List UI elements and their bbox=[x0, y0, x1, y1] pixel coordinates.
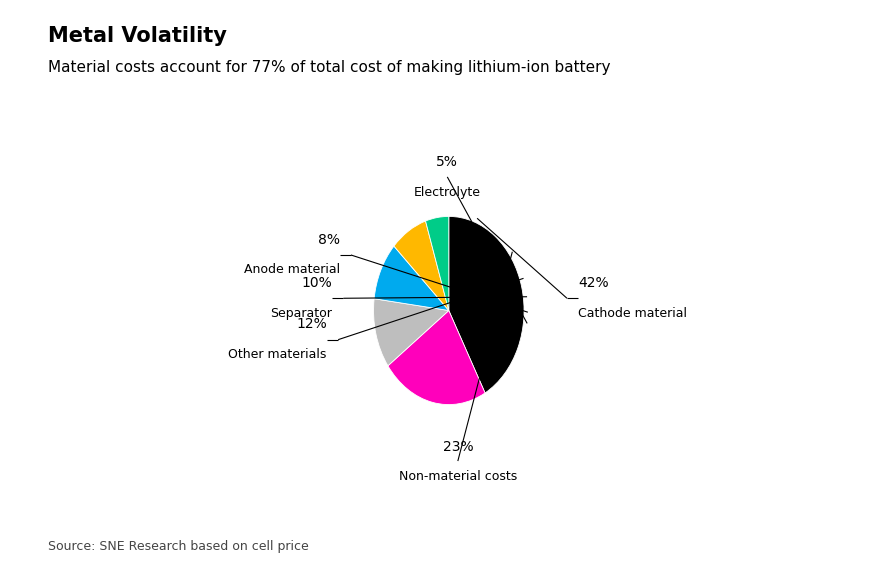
Text: Metal Volatility: Metal Volatility bbox=[48, 26, 227, 46]
Text: 42%: 42% bbox=[578, 276, 609, 290]
Wedge shape bbox=[449, 216, 524, 393]
Text: Cathode material: Cathode material bbox=[578, 306, 687, 320]
Text: 10%: 10% bbox=[301, 276, 332, 290]
Wedge shape bbox=[394, 221, 449, 310]
Wedge shape bbox=[373, 298, 449, 366]
Text: 12%: 12% bbox=[296, 317, 326, 331]
Text: Material costs account for 77% of total cost of making lithium-ion battery: Material costs account for 77% of total … bbox=[48, 60, 611, 75]
Wedge shape bbox=[426, 216, 449, 310]
Text: Non-material costs: Non-material costs bbox=[399, 470, 517, 484]
Text: Source: SNE Research based on cell price: Source: SNE Research based on cell price bbox=[48, 540, 309, 553]
Text: 8%: 8% bbox=[318, 232, 340, 247]
Wedge shape bbox=[374, 246, 449, 310]
Text: Anode material: Anode material bbox=[244, 263, 340, 277]
Text: Separator: Separator bbox=[270, 306, 332, 320]
Text: 5%: 5% bbox=[436, 155, 458, 170]
Text: Other materials: Other materials bbox=[229, 348, 326, 361]
Text: 23%: 23% bbox=[443, 439, 473, 454]
Wedge shape bbox=[388, 310, 485, 405]
Text: Electrolyte: Electrolyte bbox=[414, 186, 480, 200]
